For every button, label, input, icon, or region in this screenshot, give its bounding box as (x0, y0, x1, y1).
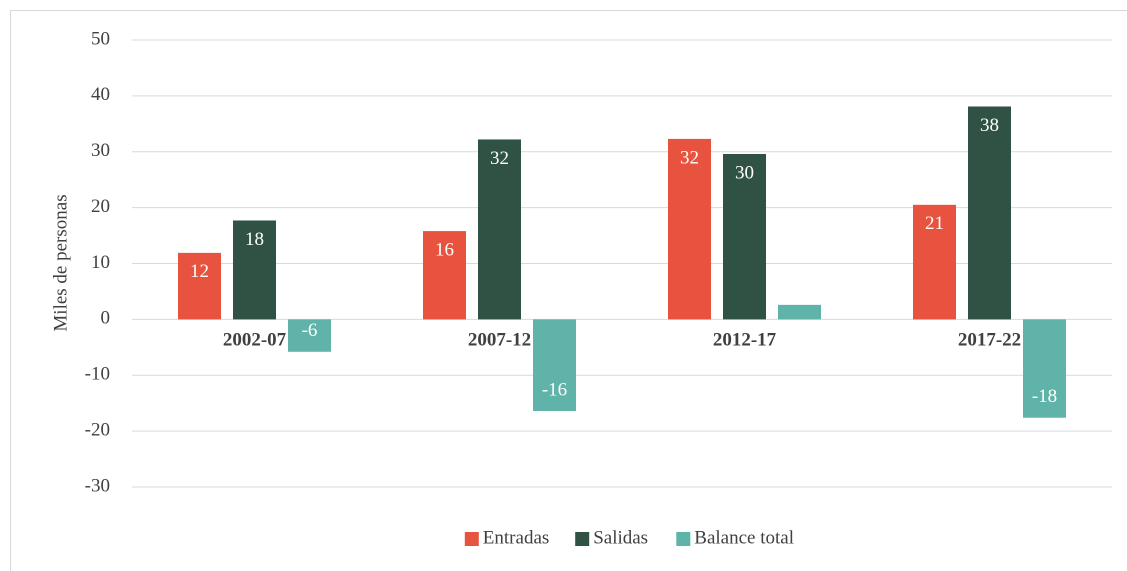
y-tick-label: 30 (91, 140, 110, 161)
chart-border (10, 10, 1127, 571)
bar (533, 319, 576, 412)
y-tick-label: -20 (85, 419, 110, 440)
y-tick-label: 50 (91, 28, 110, 49)
legend-label: Entradas (483, 527, 549, 548)
bars (178, 106, 1066, 418)
data-label: -6 (302, 320, 318, 341)
x-tick-label: 2007-12 (468, 330, 531, 351)
data-label: 16 (435, 239, 454, 260)
bar (1023, 319, 1066, 418)
bar (288, 319, 331, 352)
bar (723, 153, 766, 320)
y-tick-label: 40 (91, 84, 110, 105)
x-tick-label: 2017-22 (958, 330, 1021, 351)
data-label: 21 (925, 213, 944, 234)
y-tick-label: 20 (91, 196, 110, 217)
y-tick-label: 0 (101, 308, 111, 329)
bar (778, 304, 821, 320)
y-tick-label: -30 (85, 475, 110, 496)
x-tick-label: 2012-17 (713, 330, 777, 351)
data-labels: 12 18 -6 16 32 -16 32 30 21 38 -18 (190, 115, 1057, 407)
bar (913, 204, 956, 320)
data-label: 38 (980, 115, 999, 136)
x-tick-label: 2002-07 (223, 330, 287, 351)
bar (423, 231, 466, 320)
data-label: 30 (735, 162, 754, 183)
data-label: 32 (680, 147, 699, 168)
data-label: -18 (1032, 386, 1057, 407)
data-label: 32 (490, 148, 509, 169)
bar (968, 106, 1011, 320)
data-label: 12 (190, 261, 209, 282)
legend-label: Salidas (593, 527, 648, 548)
y-tick-label: -10 (85, 364, 110, 385)
bar (478, 139, 521, 320)
y-tick-label: 10 (91, 252, 110, 273)
y-axis-title: Miles de personas (50, 194, 71, 331)
legend-swatch (464, 532, 479, 546)
data-label: -16 (542, 379, 567, 400)
legend-swatch (676, 532, 691, 546)
data-label: 18 (245, 229, 264, 250)
legend-swatch (575, 532, 590, 546)
bar (668, 138, 711, 320)
legend-label: Balance total (694, 527, 794, 548)
bar (233, 220, 276, 320)
bar (178, 252, 221, 320)
